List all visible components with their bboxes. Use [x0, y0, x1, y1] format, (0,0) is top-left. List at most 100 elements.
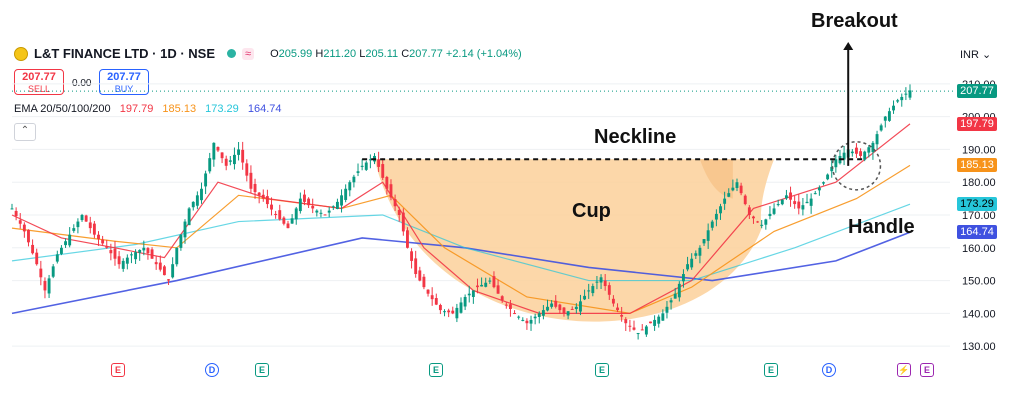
event-marker[interactable]: E — [111, 363, 125, 377]
candle-body — [850, 151, 854, 154]
breakout-circle — [831, 141, 882, 191]
candle-body — [352, 176, 356, 183]
candle-body — [245, 163, 249, 176]
candle-body — [607, 285, 611, 295]
buy-button[interactable]: 207.77 BUY — [99, 69, 149, 95]
ema-legend[interactable]: EMA 20/50/100/200 197.79 185.13 173.29 1… — [14, 103, 288, 115]
chart-header: L&T FINANCE LTD · 1D · NSE ≈ O205.99 H21… — [14, 46, 522, 61]
candle-body — [813, 193, 817, 195]
event-marker[interactable]: E — [429, 363, 443, 377]
candle-body — [484, 282, 488, 287]
event-marker[interactable]: ⚡ — [897, 363, 911, 377]
candle-body — [463, 296, 467, 307]
collapse-legend-button[interactable]: ⌃ — [14, 123, 36, 141]
candle-body — [125, 257, 129, 264]
candle-body — [504, 304, 508, 306]
candle-body — [706, 230, 710, 241]
candle-body — [822, 182, 825, 184]
candle-body — [335, 201, 339, 209]
currency-selector[interactable]: INR ⌄ — [960, 49, 992, 61]
candle-body — [525, 320, 529, 324]
y-tick-label: 130.00 — [962, 341, 996, 353]
candle-body — [554, 300, 558, 307]
candle-body — [315, 210, 319, 213]
sell-button[interactable]: 207.77 SELL — [14, 69, 64, 95]
candle-body — [426, 289, 430, 294]
candle-body — [406, 230, 409, 248]
candle-body — [237, 149, 241, 155]
event-marker[interactable]: E — [920, 363, 934, 377]
candle-body — [142, 247, 146, 251]
candle-body — [859, 151, 863, 156]
event-marker[interactable]: E — [764, 363, 778, 377]
cup-label: Cup — [572, 200, 611, 222]
candle-body — [443, 311, 446, 313]
candle-body — [677, 283, 681, 298]
candle-body — [183, 221, 187, 238]
candle-body — [80, 215, 84, 221]
candle-body — [364, 162, 368, 170]
candle-body — [492, 276, 496, 288]
candle-body — [368, 159, 372, 161]
candle-body — [632, 327, 636, 330]
candle-body — [220, 152, 224, 159]
candle-body — [562, 307, 566, 314]
candle-body — [261, 194, 265, 199]
indicator-pill[interactable]: ≈ — [242, 47, 255, 60]
candle-body — [496, 285, 500, 294]
candle-body — [883, 116, 887, 121]
candle-body — [579, 301, 582, 312]
candle-body — [500, 296, 504, 301]
event-marker[interactable]: D — [205, 363, 219, 377]
candle-body — [195, 195, 199, 206]
event-marker[interactable]: E — [595, 363, 609, 377]
candle-body — [908, 90, 912, 98]
candle-body — [327, 210, 331, 213]
event-marker[interactable]: E — [255, 363, 269, 377]
ema-value-50: 185.13 — [162, 103, 197, 115]
candle-body — [789, 192, 792, 200]
candle-body — [340, 195, 343, 206]
candle-body — [714, 213, 718, 220]
candle-body — [138, 249, 142, 253]
candle-body — [331, 206, 335, 208]
candle-body — [55, 254, 59, 262]
candle-body — [187, 208, 191, 226]
price-tag: 185.13 — [957, 158, 997, 173]
candle-body — [867, 147, 871, 153]
candle-body — [686, 264, 690, 270]
candle-body — [595, 281, 599, 283]
y-tick-label: 190.00 — [962, 144, 996, 156]
candle-body — [657, 316, 661, 324]
candle-body — [356, 171, 360, 173]
symbol-title[interactable]: L&T FINANCE LTD · 1D · NSE — [34, 46, 216, 61]
candle-body — [533, 316, 537, 319]
candle-body — [134, 252, 138, 260]
candle-body — [768, 213, 772, 217]
candle-body — [570, 308, 574, 310]
candle-body — [529, 319, 533, 324]
candle-body — [27, 229, 30, 243]
sell-price: 207.77 — [22, 71, 56, 83]
candle-body — [451, 310, 455, 314]
neckline-label: Neckline — [594, 126, 677, 148]
candle-body — [121, 260, 125, 269]
candle-body — [191, 201, 195, 208]
candle-body — [18, 220, 22, 224]
candle-body — [879, 125, 883, 131]
candle-body — [904, 93, 908, 95]
candle-body — [10, 208, 14, 210]
candle-body — [784, 195, 788, 199]
candle-body — [809, 198, 813, 206]
event-marker[interactable]: D — [822, 363, 836, 377]
candle-body — [471, 290, 475, 297]
candle-body — [842, 152, 846, 160]
candle-body — [723, 198, 727, 204]
candle-body — [731, 187, 735, 191]
candle-body — [204, 173, 208, 187]
candle-body — [892, 105, 895, 111]
candle-body — [434, 298, 438, 305]
candle-body — [747, 207, 751, 215]
candle-body — [278, 210, 282, 220]
